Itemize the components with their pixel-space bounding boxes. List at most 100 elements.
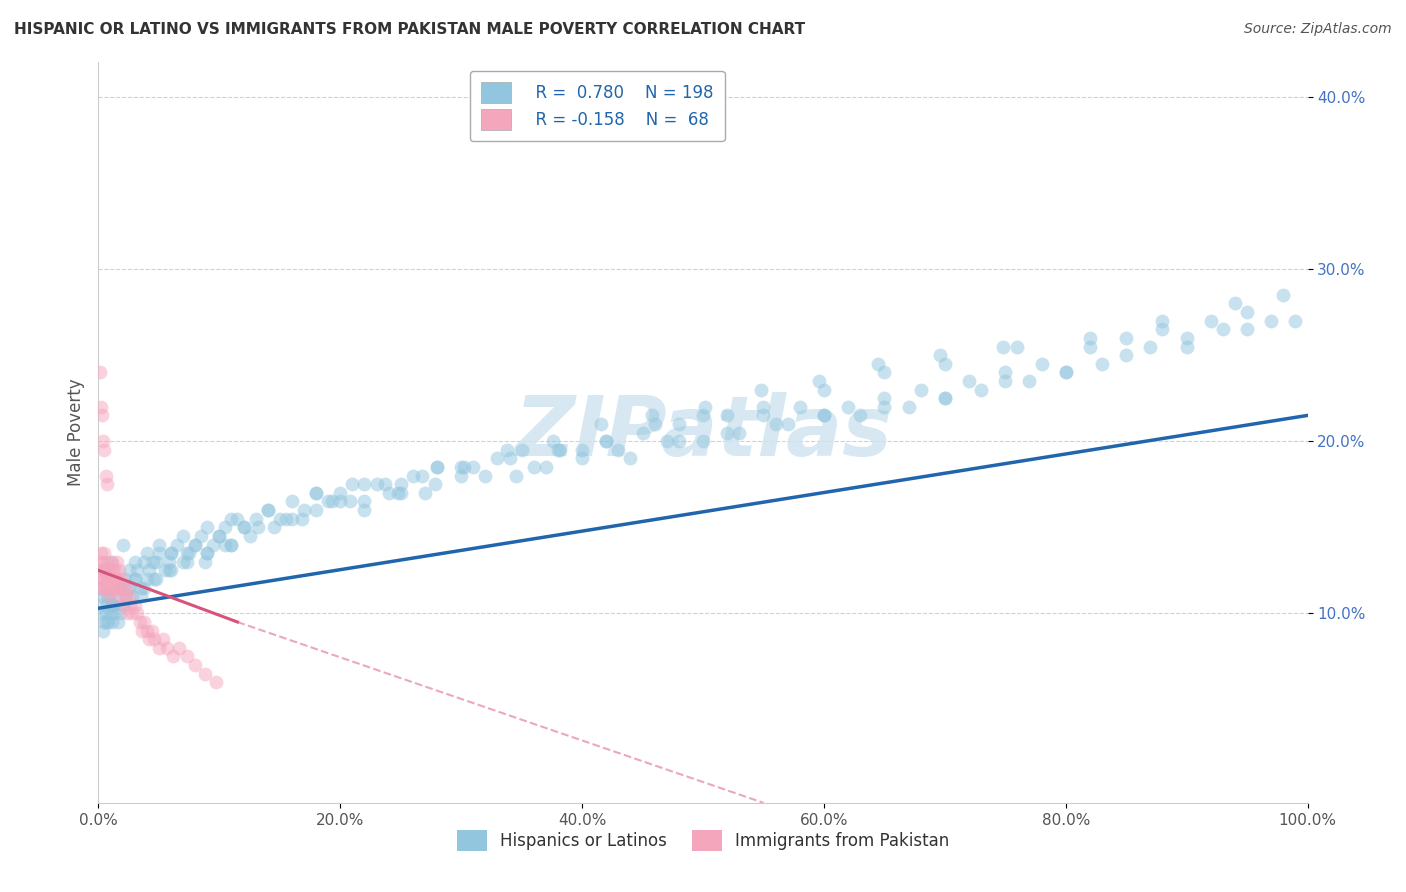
Point: [389, 486, 412, 500]
Point: [214, 520, 236, 534]
Point: [413, 486, 436, 500]
Point: [256, 503, 278, 517]
Point: [1007, 339, 1029, 353]
Point: [108, 563, 131, 577]
Point: [655, 434, 678, 449]
Point: [957, 374, 980, 388]
Point: [112, 598, 135, 612]
Point: [94, 581, 117, 595]
Point: [716, 425, 738, 440]
Point: [970, 383, 993, 397]
Point: [929, 348, 952, 362]
Point: [101, 581, 124, 595]
Point: [135, 572, 157, 586]
Point: [160, 546, 183, 560]
Point: [195, 546, 218, 560]
Point: [166, 537, 188, 551]
Point: [105, 581, 128, 595]
Point: [160, 563, 183, 577]
Point: [204, 675, 226, 690]
Point: [96, 572, 118, 586]
Point: [129, 589, 152, 603]
Point: [91, 607, 114, 621]
Point: [1175, 339, 1198, 353]
Point: [89, 555, 111, 569]
Point: [97, 615, 120, 629]
Point: [808, 374, 831, 388]
Legend: Hispanics or Latinos, Immigrants from Pakistan: Hispanics or Latinos, Immigrants from Pa…: [450, 823, 956, 857]
Point: [157, 563, 180, 577]
Point: [245, 512, 267, 526]
Point: [776, 417, 799, 431]
Point: [104, 563, 127, 577]
Point: [208, 529, 231, 543]
Point: [100, 572, 122, 586]
Point: [134, 615, 156, 629]
Point: [813, 383, 835, 397]
Point: [221, 537, 243, 551]
Point: [169, 640, 191, 655]
Point: [934, 357, 956, 371]
Point: [157, 555, 180, 569]
Point: [124, 555, 146, 569]
Point: [184, 658, 207, 673]
Point: [1272, 288, 1295, 302]
Point: [107, 581, 129, 595]
Point: [195, 546, 218, 560]
Point: [115, 589, 138, 603]
Point: [377, 486, 399, 500]
Point: [329, 486, 352, 500]
Point: [463, 460, 485, 475]
Point: [121, 589, 143, 603]
Point: [934, 391, 956, 405]
Point: [239, 529, 262, 543]
Point: [90, 598, 112, 612]
Point: [91, 409, 114, 423]
Point: [162, 649, 184, 664]
Point: [281, 512, 304, 526]
Point: [934, 391, 956, 405]
Point: [96, 555, 118, 569]
Point: [118, 589, 141, 603]
Point: [141, 624, 163, 638]
Point: [1175, 331, 1198, 345]
Point: [813, 409, 835, 423]
Point: [93, 615, 115, 629]
Point: [98, 589, 121, 603]
Point: [226, 512, 249, 526]
Point: [143, 632, 166, 647]
Point: [152, 632, 174, 647]
Point: [631, 425, 654, 440]
Point: [692, 409, 714, 423]
Point: [172, 529, 194, 543]
Point: [269, 512, 291, 526]
Point: [496, 442, 519, 457]
Point: [100, 563, 122, 577]
Point: [873, 365, 896, 379]
Point: [292, 503, 315, 517]
Point: [426, 460, 449, 475]
Point: [208, 529, 231, 543]
Point: [94, 607, 117, 621]
Text: Source: ZipAtlas.com: Source: ZipAtlas.com: [1244, 22, 1392, 37]
Point: [129, 581, 152, 595]
Point: [98, 589, 121, 603]
Point: [108, 607, 131, 621]
Point: [127, 607, 149, 621]
Point: [897, 400, 920, 414]
Point: [172, 555, 194, 569]
Point: [644, 417, 666, 431]
Point: [96, 598, 118, 612]
Point: [571, 451, 593, 466]
Point: [94, 615, 117, 629]
Point: [93, 442, 115, 457]
Point: [1115, 348, 1137, 362]
Point: [305, 503, 328, 517]
Point: [1031, 357, 1053, 371]
Point: [97, 563, 120, 577]
Point: [160, 546, 183, 560]
Point: [991, 339, 1014, 353]
Point: [108, 581, 131, 595]
Point: [176, 555, 198, 569]
Point: [153, 563, 176, 577]
